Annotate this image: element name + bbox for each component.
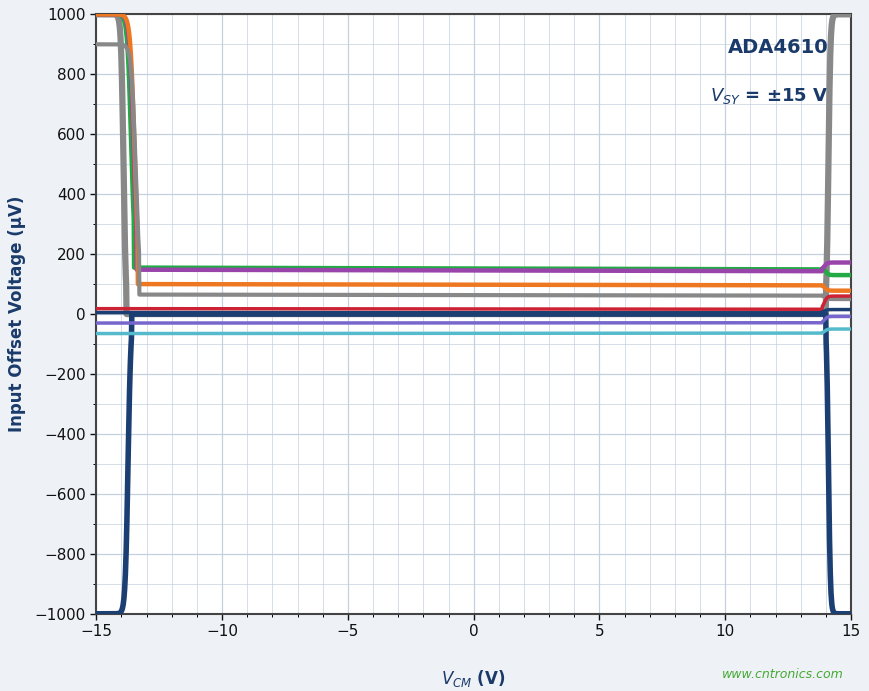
Text: ADA4610: ADA4610: [727, 38, 828, 57]
Text: $V_{SY}$ = ±15 V: $V_{SY}$ = ±15 V: [710, 86, 828, 106]
Text: $V_{CM}$ (V): $V_{CM}$ (V): [441, 668, 506, 689]
Text: www.cntronics.com: www.cntronics.com: [722, 668, 844, 681]
Y-axis label: Input Offset Voltage (µV): Input Offset Voltage (µV): [9, 196, 26, 433]
